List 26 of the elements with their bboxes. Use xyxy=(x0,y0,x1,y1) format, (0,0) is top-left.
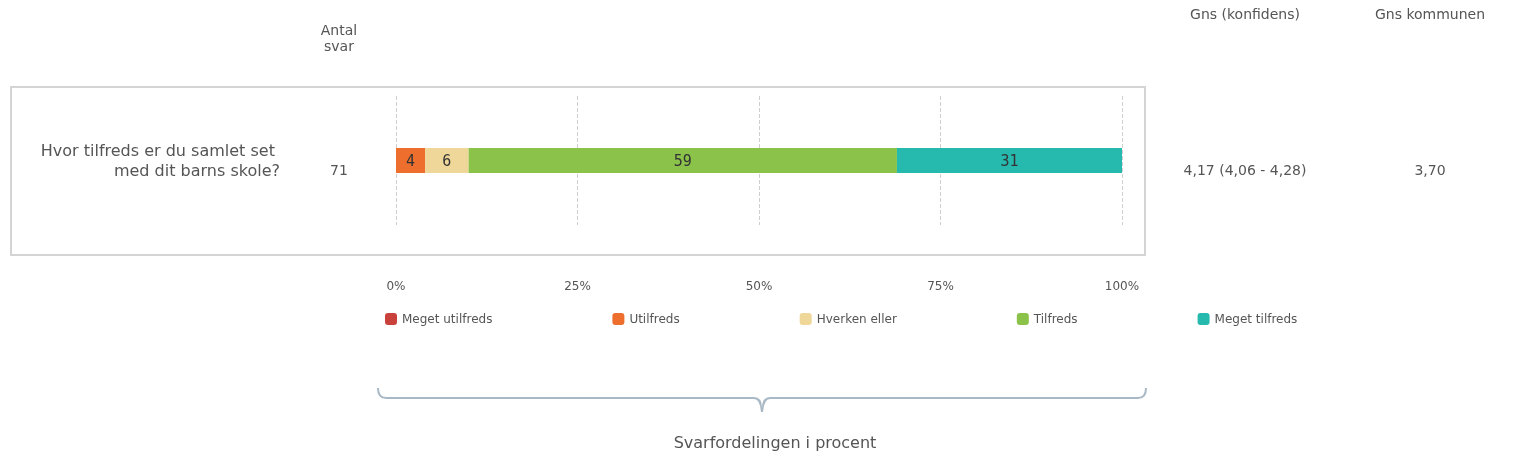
legend-label: Meget tilfreds xyxy=(1214,312,1298,326)
x-tick-label: 100% xyxy=(1104,279,1140,293)
text: 4,17 (4,06 - 4,28) xyxy=(1182,162,1308,178)
bar xyxy=(425,148,469,173)
text: Svarfordelingen i procent xyxy=(672,433,878,452)
bar xyxy=(396,148,426,173)
x-tick-label: 75% xyxy=(927,279,954,293)
data-label: 4 xyxy=(406,151,416,170)
data-label: 6 xyxy=(442,151,452,170)
x-tick-label: 50% xyxy=(745,279,773,293)
text: 3,70 xyxy=(1413,162,1447,178)
x-tick-label: 25% xyxy=(564,279,591,293)
data-label: 59 xyxy=(673,151,692,170)
legend-label: Tilfreds xyxy=(1032,312,1078,326)
text: Antal svar xyxy=(319,22,359,54)
text: Gns kommunen xyxy=(1373,6,1487,22)
bar xyxy=(468,148,897,173)
data-label: 31 xyxy=(1000,151,1019,170)
y-tick-label: Hvor tilfreds er du samlet set med dit barns skole? xyxy=(40,141,280,180)
x-tick-label: 0% xyxy=(386,279,406,293)
text: Gns (konfidens) xyxy=(1189,6,1301,22)
text: 71 xyxy=(329,162,349,178)
legend-label: Meget utilfreds xyxy=(402,312,493,326)
legend-label: Hverken eller xyxy=(816,312,897,326)
bar xyxy=(896,148,1122,173)
legend-label: Utilfreds xyxy=(629,312,680,326)
